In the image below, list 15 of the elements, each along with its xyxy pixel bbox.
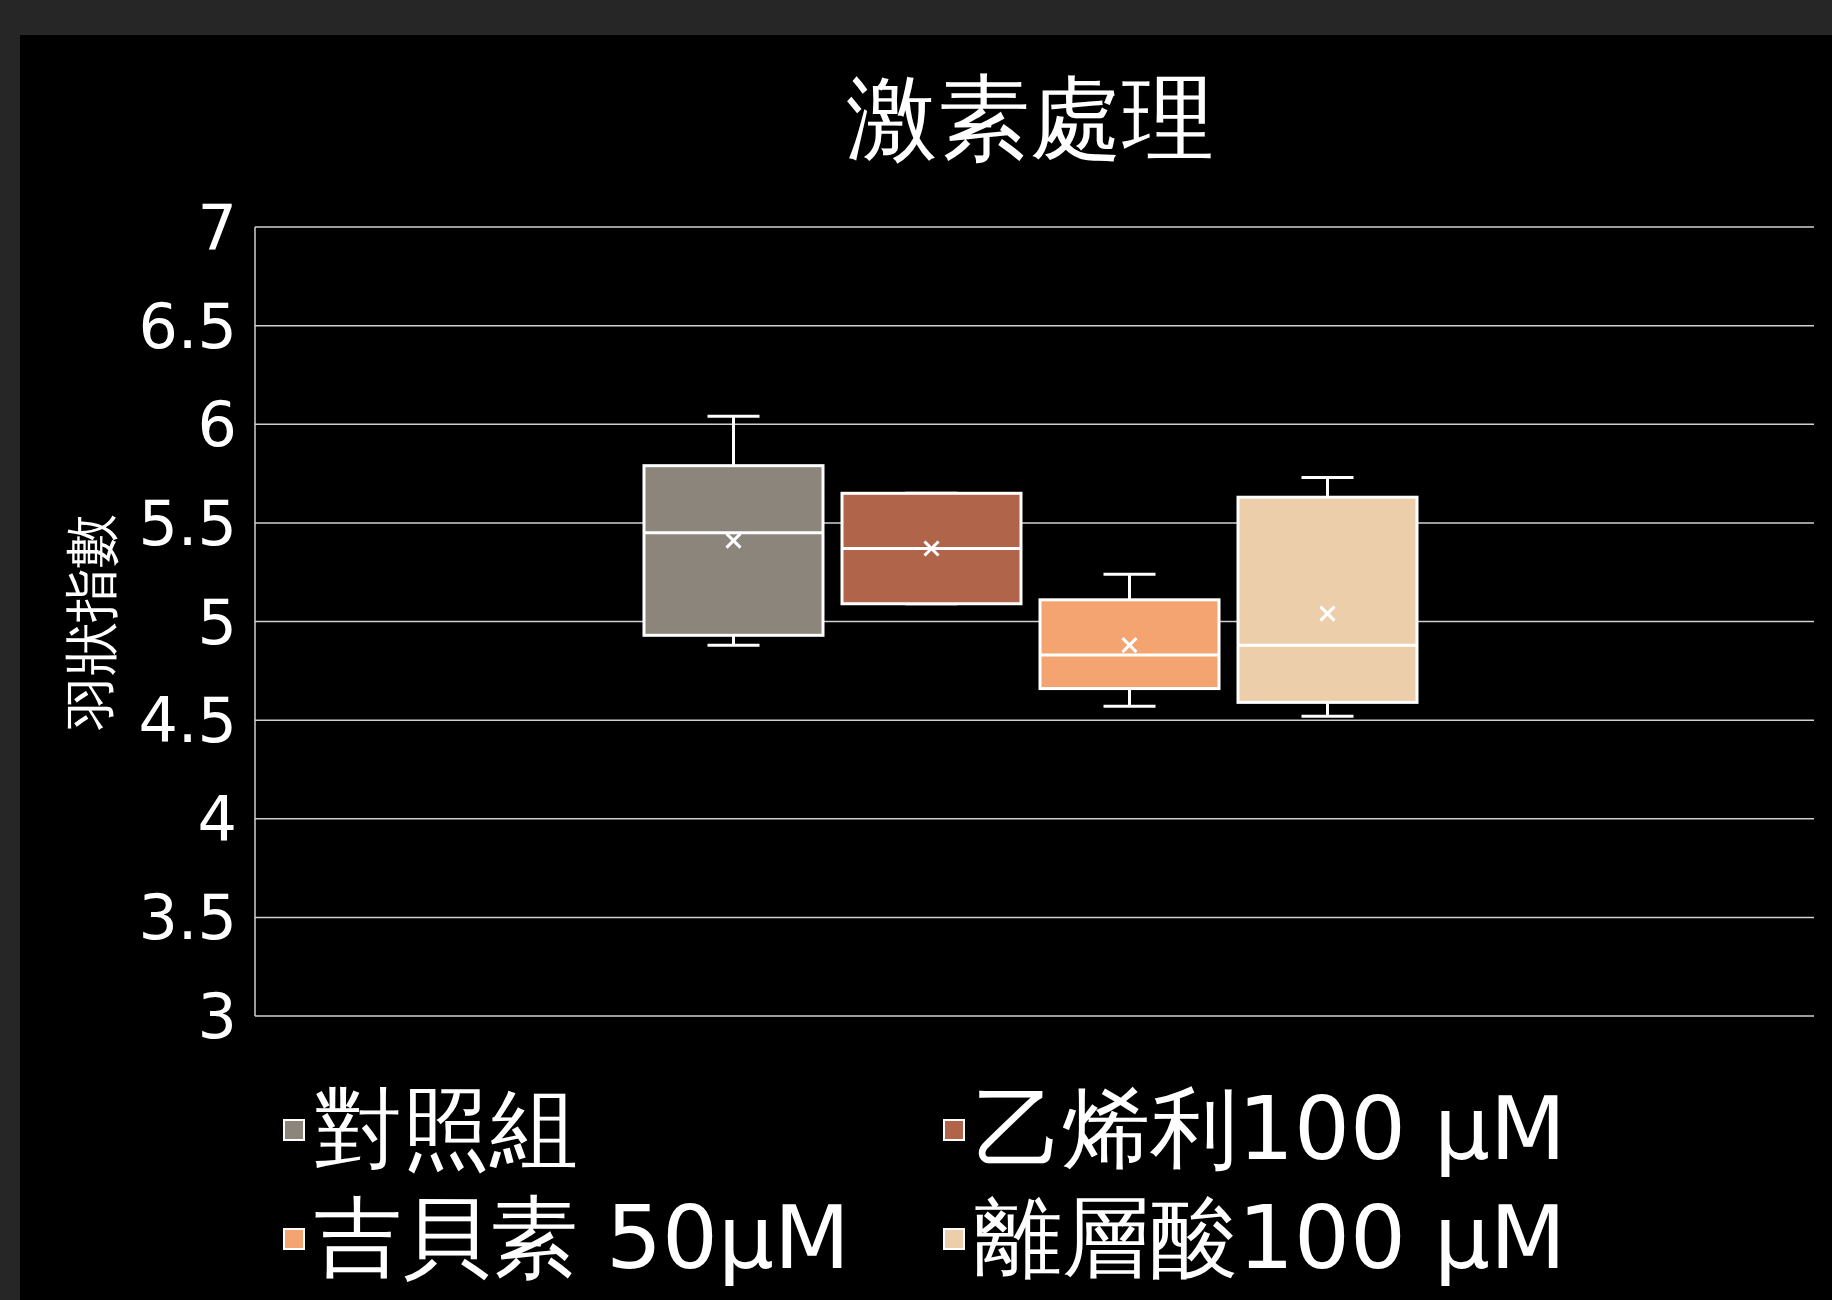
y-tick-label: 7 [197, 191, 237, 264]
y-tick-label: 5 [197, 585, 237, 659]
legend-label: 離層酸100 µM [974, 1186, 1566, 1289]
legend-label: 乙烯利100 µM [974, 1077, 1566, 1180]
y-tick-label: 6.5 [138, 289, 237, 363]
y-axis-title: 羽狀指數 [60, 513, 123, 731]
y-tick-label: 4 [197, 782, 237, 856]
y-tick-label: 6 [197, 388, 237, 462]
legend-label: 對照組 [314, 1077, 578, 1180]
legend-label: 吉貝素 50µM [314, 1186, 850, 1289]
chart-title: 激素處理 [845, 65, 1214, 172]
y-tick-label: 5.5 [138, 486, 237, 560]
y-tick-label: 3 [197, 980, 237, 1053]
y-tick-label: 3.5 [138, 881, 237, 955]
y-tick-label: 4.5 [138, 684, 237, 758]
